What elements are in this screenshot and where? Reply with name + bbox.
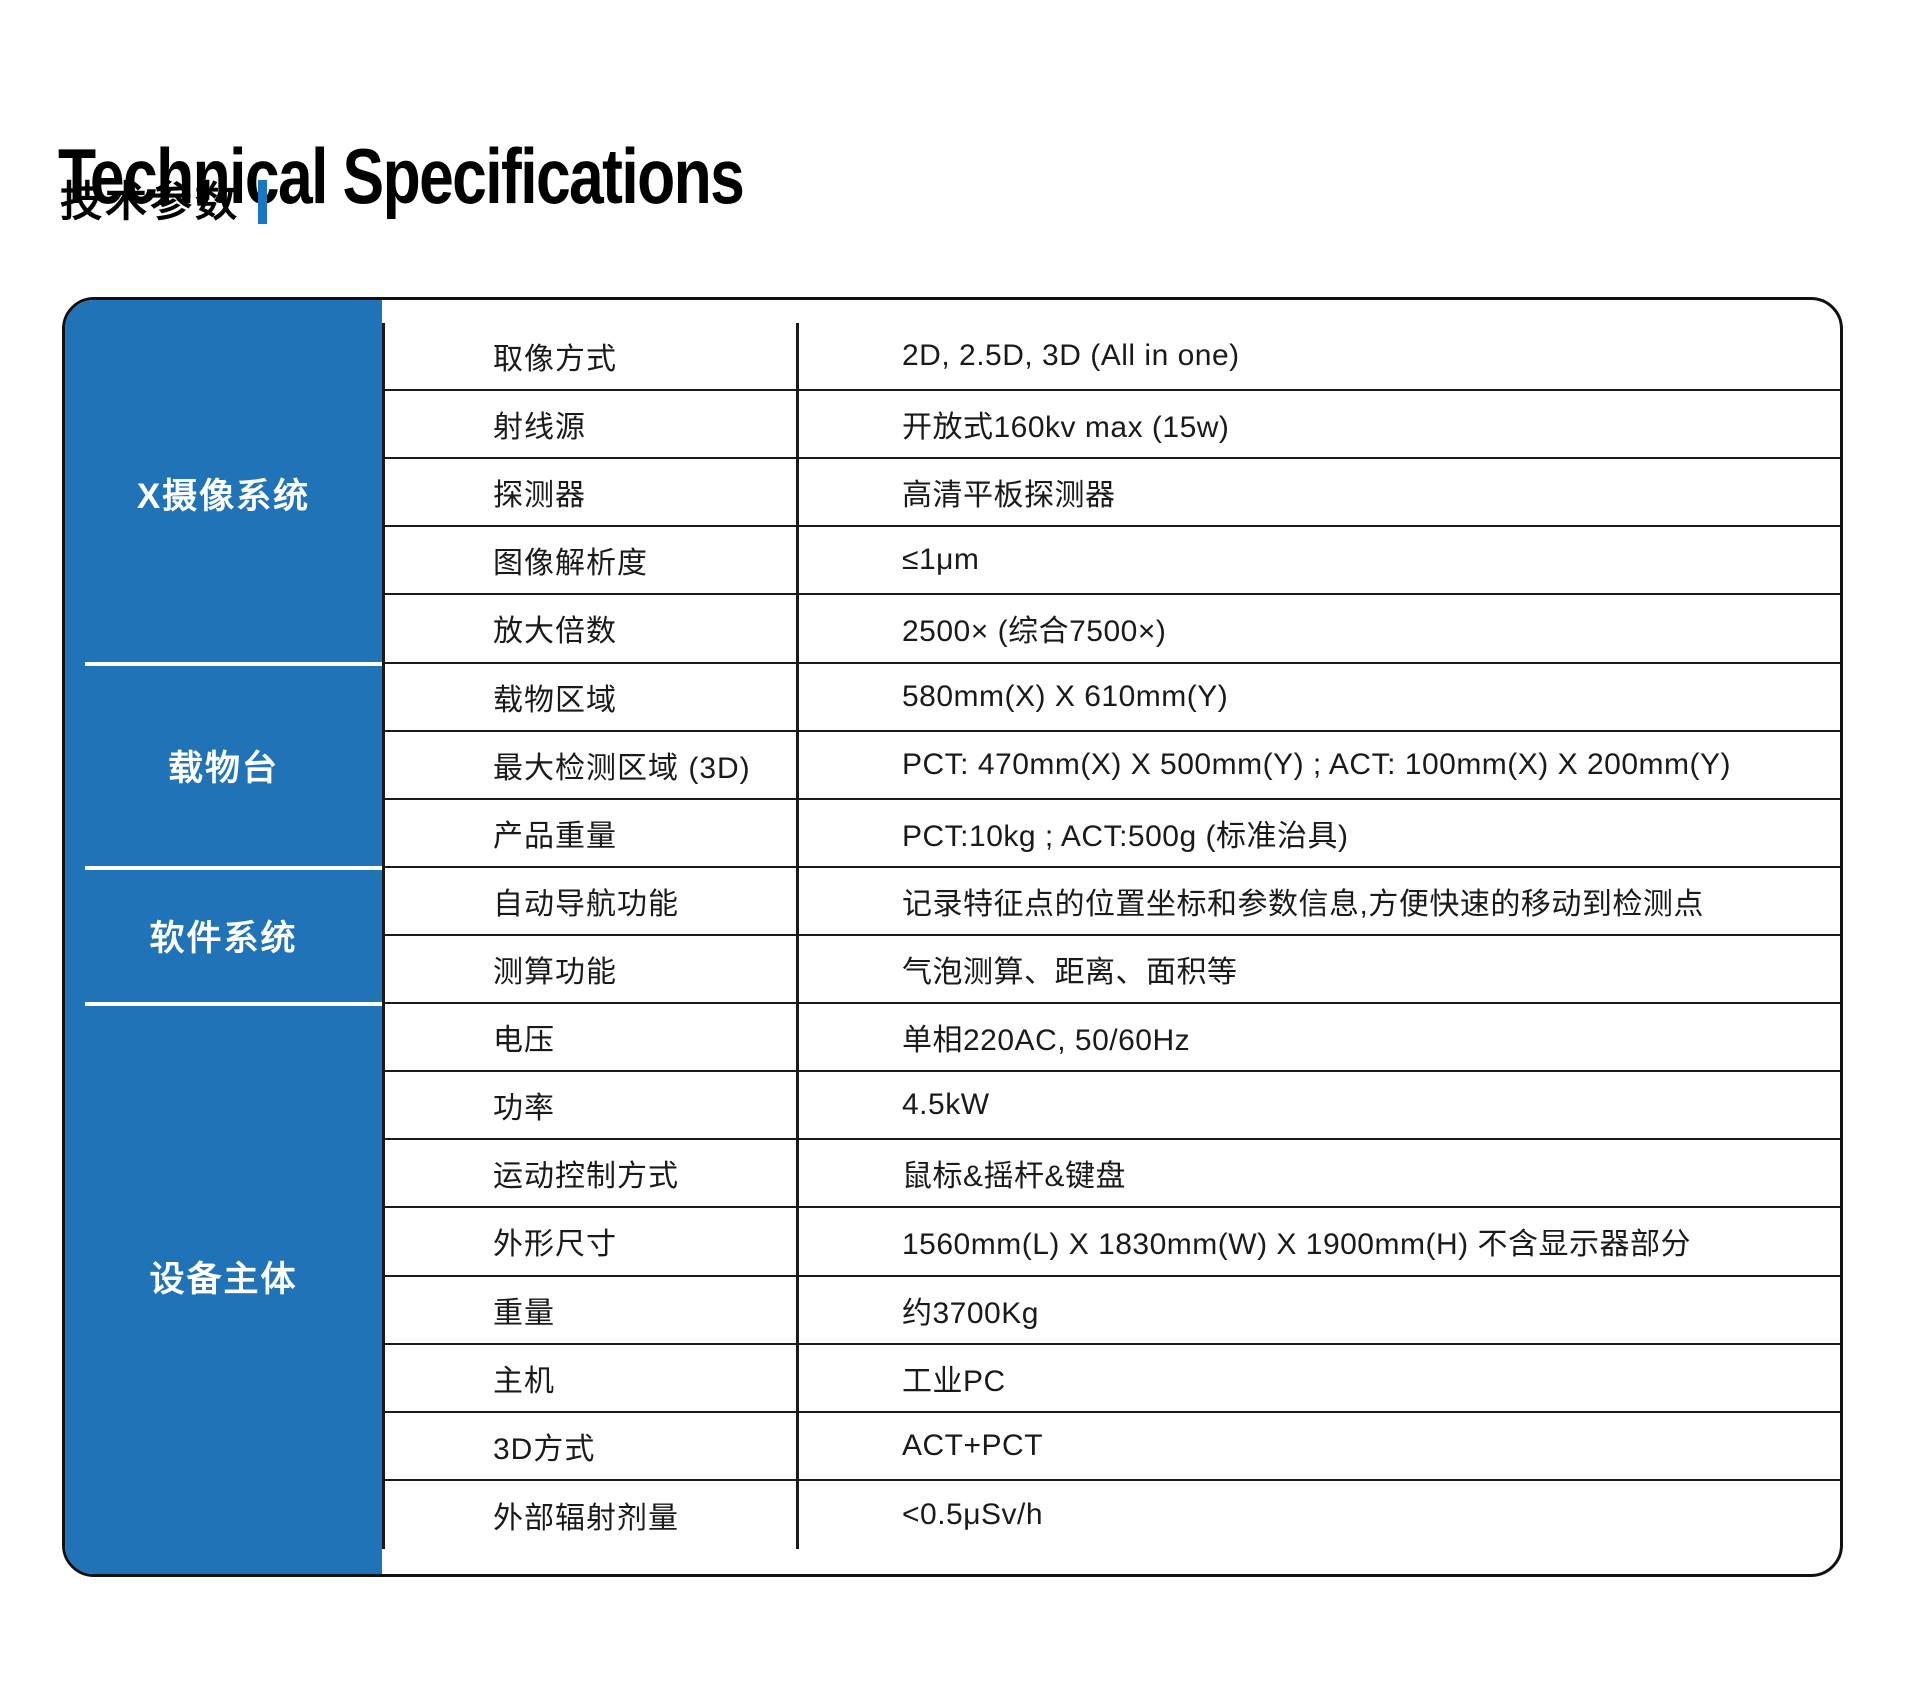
param-name-cell: 最大检测区域 (3D) — [385, 731, 799, 798]
param-value-cell: 单相220AC, 50/60Hz — [902, 1024, 1191, 1058]
category-label: 设备主体 — [149, 1260, 298, 1300]
param-name-cell: 产品重量 — [385, 799, 799, 866]
param-value-cell: PCT:10kg ; ACT:500g (标准治具) — [902, 819, 1349, 853]
param-name-cell: 自动导航功能 — [385, 867, 799, 934]
param-name-cell: 探测器 — [385, 459, 799, 526]
param-name-cell: 主机 — [385, 1344, 799, 1411]
accent-bar — [258, 180, 268, 224]
param-value-cell: PCT: 470mm(X) X 500mm(Y) ; ACT: 100mm(X)… — [902, 747, 1731, 781]
category-label: 载物台 — [167, 749, 279, 789]
param-value-cell: 鼠标&摇杆&键盘 — [902, 1160, 1127, 1194]
param-value-cell: 2500× (综合7500×) — [902, 615, 1167, 649]
spec-row: 图像解析度 ≤1μm — [385, 527, 1840, 596]
spec-row: 电压 单相220AC, 50/60Hz — [385, 1004, 1840, 1073]
page-subtitle: 技术参数 — [60, 178, 268, 225]
param-name-cell: 功率 — [385, 1072, 799, 1139]
param-value-cell: 气泡测算、距离、面积等 — [902, 956, 1238, 990]
param-value-cell: 580mm(X) X 610mm(Y) — [902, 679, 1229, 713]
spec-row: 最大检测区域 (3D) PCT: 470mm(X) X 500mm(Y) ; AC… — [385, 731, 1840, 800]
page-title: Technical Specifications — [58, 132, 745, 221]
param-value-cell: ACT+PCT — [902, 1428, 1044, 1462]
param-name-cell: 电压 — [385, 1004, 799, 1071]
param-name-cell: 图像解析度 — [385, 527, 799, 594]
param-value-cell: 2D, 2.5D, 3D (All in one) — [902, 339, 1240, 373]
param-value-cell: <0.5μSv/h — [902, 1497, 1044, 1531]
category-column: X摄像系统载物台软件系统设备主体 — [65, 300, 382, 1574]
param-value-cell: 1560mm(L) X 1830mm(W) X 1900mm(H) 不含显示器部… — [902, 1228, 1691, 1262]
spec-row: 运动控制方式 鼠标&摇杆&键盘 — [385, 1140, 1840, 1209]
spec-row: 产品重量 PCT:10kg ; ACT:500g (标准治具) — [385, 799, 1840, 868]
page-subtitle-text: 技术参数 — [60, 178, 241, 225]
param-value-cell: ≤1μm — [902, 543, 980, 577]
category-section-divider — [85, 1002, 382, 1007]
param-value-cell: 工业PC — [902, 1364, 1006, 1398]
category-section-divider — [85, 865, 382, 870]
spec-row: 3D方式 ACT+PCT — [385, 1412, 1840, 1481]
param-name-cell: 3D方式 — [385, 1412, 799, 1479]
spec-row: 放大倍数 2500× (综合7500×) — [385, 595, 1840, 664]
param-value-cell: 4.5kW — [902, 1088, 990, 1122]
param-name-cell: 载物区域 — [385, 663, 799, 730]
spec-row: 探测器 高清平板探测器 — [385, 459, 1840, 528]
param-name-cell: 外形尺寸 — [385, 1208, 799, 1275]
category-label: X摄像系统 — [136, 476, 311, 516]
spec-row: 重量 约3700Kg — [385, 1276, 1840, 1345]
param-name-cell: 外部辐射剂量 — [385, 1480, 799, 1549]
spec-rows: 取像方式 2D, 2.5D, 3D (All in one) 射线源 开放式160kv… — [382, 323, 1840, 1549]
category-label: 软件系统 — [149, 919, 298, 959]
param-name-cell: 取像方式 — [385, 323, 799, 390]
param-name-cell: 重量 — [385, 1276, 799, 1343]
param-value-cell: 高清平板探测器 — [902, 479, 1116, 513]
spec-row: 取像方式 2D, 2.5D, 3D (All in one) — [385, 323, 1840, 392]
spec-row: 测算功能 气泡测算、距离、面积等 — [385, 935, 1840, 1005]
spec-row: 外部辐射剂量 <0.5μSv/h — [385, 1480, 1840, 1549]
category-section-divider — [85, 661, 382, 666]
param-value-cell: 记录特征点的位置坐标和参数信息,方便快速的移动到检测点 — [902, 887, 1704, 921]
spec-table: X摄像系统载物台软件系统设备主体 取像方式 2D, 2.5D, 3D (All i… — [62, 297, 1843, 1577]
spec-row: 外形尺寸 1560mm(L) X 1830mm(W) X 1900mm(H) 不含… — [385, 1208, 1840, 1277]
param-name-cell: 放大倍数 — [385, 595, 799, 662]
param-name-cell: 测算功能 — [385, 935, 799, 1003]
spec-row: 载物区域 580mm(X) X 610mm(Y) — [385, 663, 1840, 732]
param-name-cell: 射线源 — [385, 391, 799, 458]
spec-row: 自动导航功能 记录特征点的位置坐标和参数信息,方便快速的移动到检测点 — [385, 867, 1840, 936]
spec-row: 射线源 开放式160kv max (15w) — [385, 391, 1840, 460]
param-name-cell: 运动控制方式 — [385, 1140, 799, 1207]
param-value-cell: 约3700Kg — [902, 1296, 1039, 1330]
param-value-cell: 开放式160kv max (15w) — [902, 411, 1230, 445]
spec-row: 主机 工业PC — [385, 1344, 1840, 1413]
spec-row: 功率 4.5kW — [385, 1072, 1840, 1141]
